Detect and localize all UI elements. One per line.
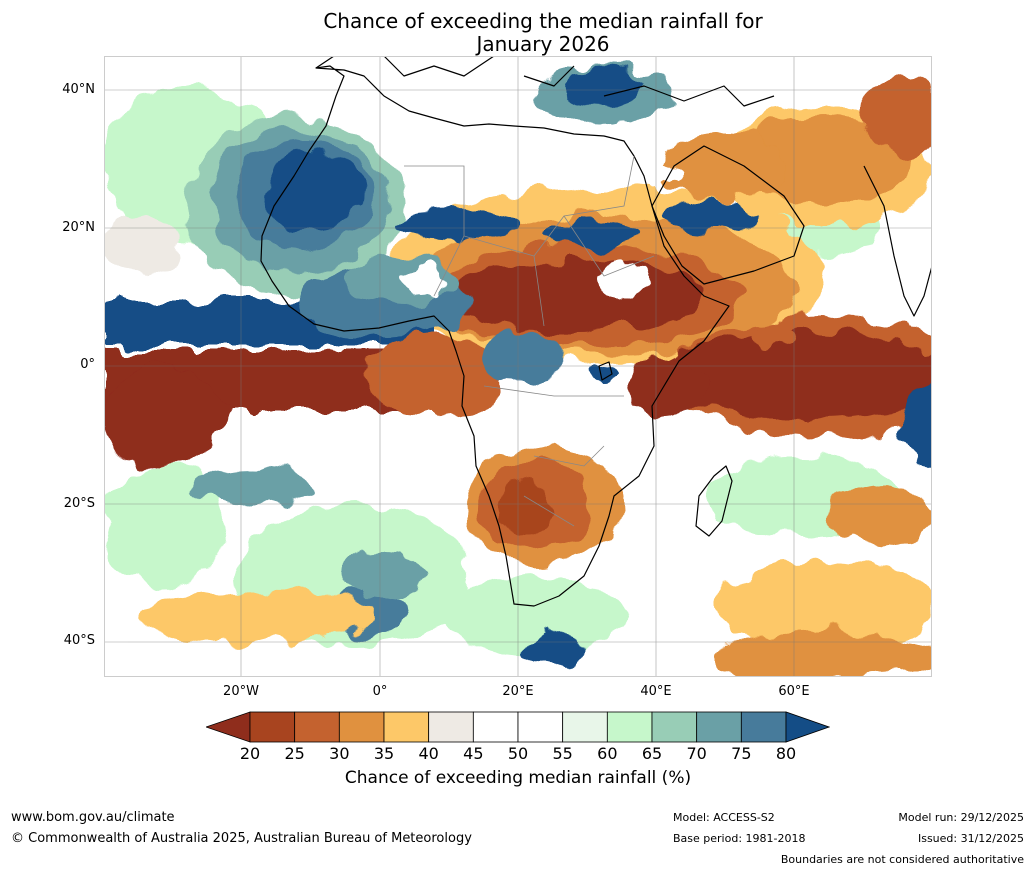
- map-title: Chance of exceeding the median rainfall …: [200, 10, 886, 56]
- lon-label-40e: 40°E: [640, 684, 672, 699]
- lon-label-20w: 20°W: [223, 684, 259, 699]
- website-link[interactable]: www.bom.gov.au/climate: [11, 810, 175, 825]
- colorbar-segment: [740, 711, 787, 743]
- map-title-line1: Chance of exceeding the median rainfall …: [323, 9, 763, 33]
- colorbar-segment: [562, 711, 608, 743]
- colorbar-tick-label: 35: [373, 744, 395, 763]
- issued-text: Issued: 31/12/2025: [917, 832, 1024, 845]
- colorbar-label: Chance of exceeding median rainfall (%): [344, 768, 692, 788]
- map-title-line2: January 2026: [476, 32, 610, 56]
- disclaimer-text: Boundaries are not considered authoritat…: [780, 853, 1024, 866]
- colorbar: [204, 711, 831, 743]
- speckle-detail: [404, 166, 799, 384]
- colorbar-segment: [472, 711, 519, 743]
- colorbar-segment: [249, 711, 296, 743]
- colorbar-tick-label: 60: [597, 744, 618, 763]
- colorbar-tick-label: 70: [686, 744, 707, 763]
- colorbar-tick-label: 25: [284, 744, 305, 763]
- colorbar-tick-label: 80: [775, 744, 797, 763]
- colorbar-segment: [651, 711, 698, 743]
- lon-label-20e: 20°E: [502, 684, 534, 699]
- colorbar-tick-label: 55: [552, 744, 573, 763]
- colorbar-extend-high: [785, 711, 831, 743]
- colorbar-segment: [338, 711, 385, 743]
- lat-label-40s: 40°S: [63, 633, 95, 648]
- lat-label-20s: 20°S: [63, 496, 95, 511]
- model-run-text: Model run: 29/12/2025: [898, 811, 1024, 824]
- colorbar-segment: [696, 711, 742, 743]
- rainfall-probability-field: [104, 66, 932, 677]
- colorbar-tick-label: 65: [641, 744, 663, 763]
- colorbar-segment: [383, 711, 430, 743]
- colorbar-tick-label: 50: [507, 744, 529, 763]
- country-borders: [404, 155, 655, 527]
- lat-label-0: 0°: [80, 357, 95, 372]
- base-period-text: Base period: 1981-2018: [673, 832, 806, 845]
- colorbar-tick-label: 75: [731, 744, 752, 763]
- colorbar-tick-label: 30: [329, 744, 350, 763]
- copyright-text: © Commonwealth of Australia 2025, Austra…: [11, 831, 472, 846]
- lat-label-40n: 40°N: [62, 82, 95, 97]
- colorbar-extend-low: [204, 711, 251, 743]
- colorbar-segment: [428, 711, 474, 743]
- lon-label-60e: 60°E: [778, 684, 810, 699]
- colorbar-segment: [294, 711, 340, 743]
- model-text: Model: ACCESS-S2: [673, 811, 775, 824]
- colorbar-tick-label: 45: [463, 744, 484, 763]
- colorbar-segment: [606, 711, 653, 743]
- graticule: [104, 56, 932, 677]
- colorbar-tick-label: 20: [239, 744, 261, 763]
- colorbar-tick-label: 40: [418, 744, 439, 763]
- rainfall-map: [104, 56, 932, 677]
- coastlines: [260, 56, 932, 607]
- lat-label-20n: 20°N: [62, 220, 95, 235]
- colorbar-segment: [517, 711, 564, 743]
- lon-label-0: 0°: [372, 684, 388, 699]
